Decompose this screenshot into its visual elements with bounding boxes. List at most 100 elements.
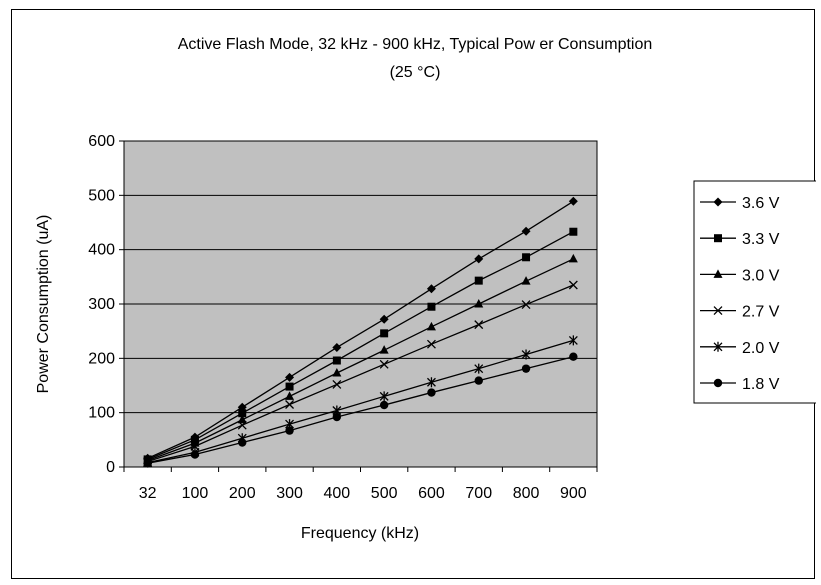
legend-entry: 3.0 V: [700, 267, 780, 284]
data-point: [238, 409, 247, 418]
x-tick-labels: 32 100 200 300 400 500 600 700 800 900: [139, 485, 587, 502]
data-point: [285, 400, 295, 409]
chart-subtitle: (25 °C): [390, 64, 441, 81]
data-point: [285, 372, 295, 382]
legend-label: 2.7 V: [742, 304, 780, 321]
x-tick-label: 100: [182, 485, 209, 502]
legend-label: 3.3 V: [742, 231, 780, 248]
y-tick-labels: 0 100 200 300 400 500 600: [88, 133, 115, 476]
x-tick-label: 200: [229, 485, 256, 502]
legend-label: 3.0 V: [742, 267, 780, 284]
data-point: [521, 349, 531, 360]
y-tick-label: 200: [88, 350, 115, 367]
data-point: [237, 414, 247, 424]
data-point: [568, 196, 578, 206]
data-point: [285, 391, 295, 400]
x-tick-label: 700: [465, 485, 492, 502]
x-axis-label: Frequency (kHz): [301, 525, 419, 542]
data-point: [427, 388, 436, 397]
data-point: [332, 412, 342, 422]
data-point: [332, 368, 342, 377]
legend-entry: 3.3 V: [700, 231, 780, 248]
data-point: [237, 420, 247, 430]
series-line: [147, 284, 574, 463]
data-point: [332, 342, 342, 352]
series-line: [147, 356, 574, 464]
series-line: [147, 200, 574, 459]
data-point: [379, 314, 389, 324]
legend-marker: [713, 341, 723, 352]
legend-marker: [713, 306, 723, 316]
data-point: [521, 300, 531, 310]
legend-entry: 2.7 V: [700, 304, 780, 321]
legend-entry: 1.8 V: [700, 376, 780, 393]
y-tick-label: 600: [88, 133, 115, 150]
legend-label: 2.0 V: [742, 340, 780, 357]
legend-entry: 2.0 V: [700, 340, 780, 357]
y-tick-label: 300: [88, 296, 115, 313]
x-tick-label: 600: [418, 485, 445, 502]
x-tick-label: 32: [139, 485, 157, 502]
data-point: [474, 363, 484, 374]
data-point: [521, 276, 531, 285]
y-tick-label: 500: [88, 187, 115, 204]
data-point: [569, 227, 578, 236]
legend: 3.6 V 3.3 V 3.0 V 2.7 V 2.0 V 1.8 V: [693, 180, 816, 404]
data-point: [143, 458, 152, 468]
chart-frame: Active Flash Mode, 32 kHz - 900 kHz, Typ…: [11, 9, 816, 579]
series-group: [143, 196, 578, 468]
data-point: [426, 339, 436, 349]
data-point: [521, 226, 531, 236]
x-tick-label: 400: [323, 485, 350, 502]
chart-svg: Active Flash Mode, 32 kHz - 900 kHz, Typ…: [35, 36, 816, 542]
data-point: [427, 302, 436, 311]
data-point: [568, 280, 578, 290]
x-tick-label: 300: [276, 485, 303, 502]
legend-entry: 3.6 V: [700, 195, 780, 212]
y-tick-label: 100: [88, 405, 115, 422]
data-point: [568, 253, 578, 263]
legend-box: [693, 180, 816, 404]
data-point: [568, 335, 578, 346]
data-point: [522, 253, 531, 262]
series-line: [147, 231, 574, 460]
data-point: [332, 379, 342, 389]
data-point: [332, 356, 341, 365]
legend-label: 3.6 V: [742, 195, 780, 212]
x-tick-label: 800: [513, 485, 540, 502]
data-point: [380, 329, 389, 338]
data-point: [426, 321, 436, 331]
data-point: [285, 382, 294, 391]
legend-marker: [713, 197, 723, 207]
series-line: [147, 258, 574, 462]
y-tick-label: 0: [106, 459, 115, 476]
series-line: [147, 339, 574, 464]
data-point: [190, 450, 200, 459]
chart-title: Active Flash Mode, 32 kHz - 900 kHz, Typ…: [178, 36, 653, 53]
x-tick-label: 900: [560, 485, 587, 502]
data-point: [521, 364, 531, 373]
y-axis-label: Power Consumption (uA): [35, 215, 52, 394]
x-tick-label: 500: [371, 485, 398, 502]
y-tick-label: 400: [88, 242, 115, 259]
legend-marker: [713, 269, 723, 278]
data-point: [238, 438, 247, 447]
legend-marker: [713, 378, 723, 388]
data-point: [474, 299, 484, 308]
legend-label: 1.8 V: [742, 376, 780, 393]
data-point: [426, 377, 436, 388]
gridlines: [124, 194, 597, 414]
data-point: [285, 426, 294, 435]
series-18v: [143, 352, 578, 468]
legend-marker: [714, 234, 722, 243]
data-point: [426, 284, 436, 294]
data-point: [474, 320, 484, 330]
data-point: [474, 376, 483, 385]
data-point: [379, 400, 389, 410]
data-point: [379, 359, 389, 369]
data-point: [569, 352, 578, 361]
axes: [119, 140, 598, 472]
data-point: [379, 391, 389, 402]
data-point: [379, 345, 389, 354]
data-point: [474, 276, 483, 285]
